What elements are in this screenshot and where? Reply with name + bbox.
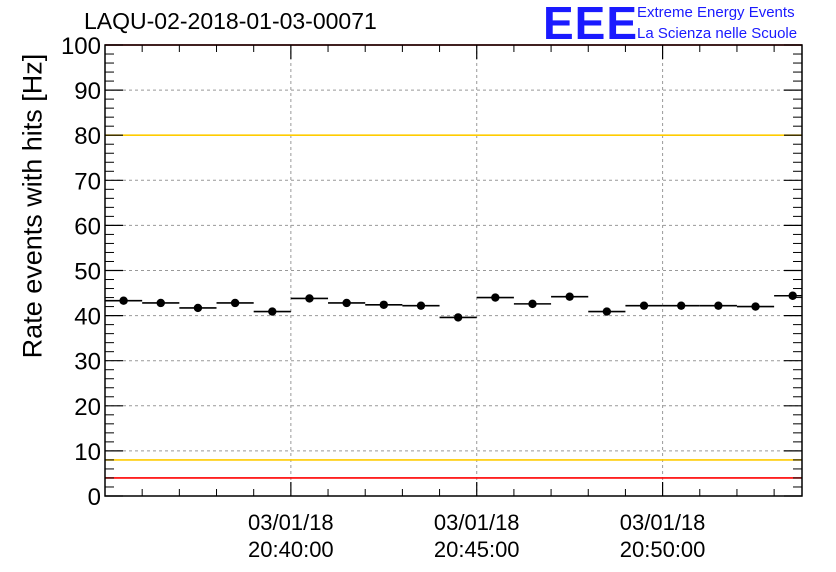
y-tick-label: 0 [88, 484, 101, 511]
x-tick-labels: 03/01/1820:40:0003/01/1820:45:0003/01/18… [248, 510, 705, 562]
data-point [193, 303, 203, 313]
y-tick-label: 60 [74, 213, 101, 240]
data-point [305, 294, 314, 303]
data-point [565, 292, 574, 301]
data-point [676, 301, 686, 310]
data-point [491, 293, 500, 302]
y-tick-label: 20 [74, 394, 101, 421]
data-point [453, 313, 463, 322]
data-point [268, 307, 277, 316]
data-point [639, 301, 649, 310]
plot-frame [104, 44, 803, 497]
x-tick-time-label: 20:45:00 [434, 537, 520, 562]
data-point [379, 300, 388, 309]
data-point [528, 299, 537, 309]
data-point [416, 301, 426, 310]
data-point [788, 291, 797, 300]
eee-logo: EEE [543, 0, 639, 49]
reference-lines [105, 44, 802, 479]
x-tick-date-label: 03/01/18 [434, 510, 520, 535]
y-tick-label: 50 [74, 259, 101, 286]
y-tick-label: 30 [74, 349, 101, 376]
data-point [714, 301, 723, 310]
x-tick-date-label: 03/01/18 [248, 510, 334, 535]
data-points [105, 291, 802, 322]
axis-ticks [105, 44, 802, 497]
y-tick-label: 80 [74, 123, 101, 150]
x-tick-time-label: 20:50:00 [620, 537, 706, 562]
y-tick-label: 40 [74, 304, 101, 331]
data-point [119, 296, 128, 305]
x-tick-time-label: 20:40:00 [248, 537, 334, 562]
chart-title: LAQU-02-2018-01-03-00071 [84, 8, 377, 34]
y-tick-labels: 0 10 20 30 40 50 60 70 80 90 100 [61, 33, 101, 511]
y-tick-label: 90 [74, 78, 101, 105]
data-point [230, 298, 240, 308]
y-tick-label: 100 [61, 33, 101, 60]
y-tick-label: 70 [74, 168, 101, 195]
x-tick-date-label: 03/01/18 [620, 510, 706, 535]
data-point [602, 307, 612, 316]
data-point [342, 298, 351, 308]
y-tick-label: 10 [74, 439, 101, 466]
data-point [751, 302, 760, 311]
grid-lines [105, 45, 802, 496]
logo-text-line2: La Scienza nelle Scuole [637, 25, 798, 42]
logo-text-line1: Extreme Energy Events [637, 4, 795, 21]
data-point [156, 298, 165, 308]
